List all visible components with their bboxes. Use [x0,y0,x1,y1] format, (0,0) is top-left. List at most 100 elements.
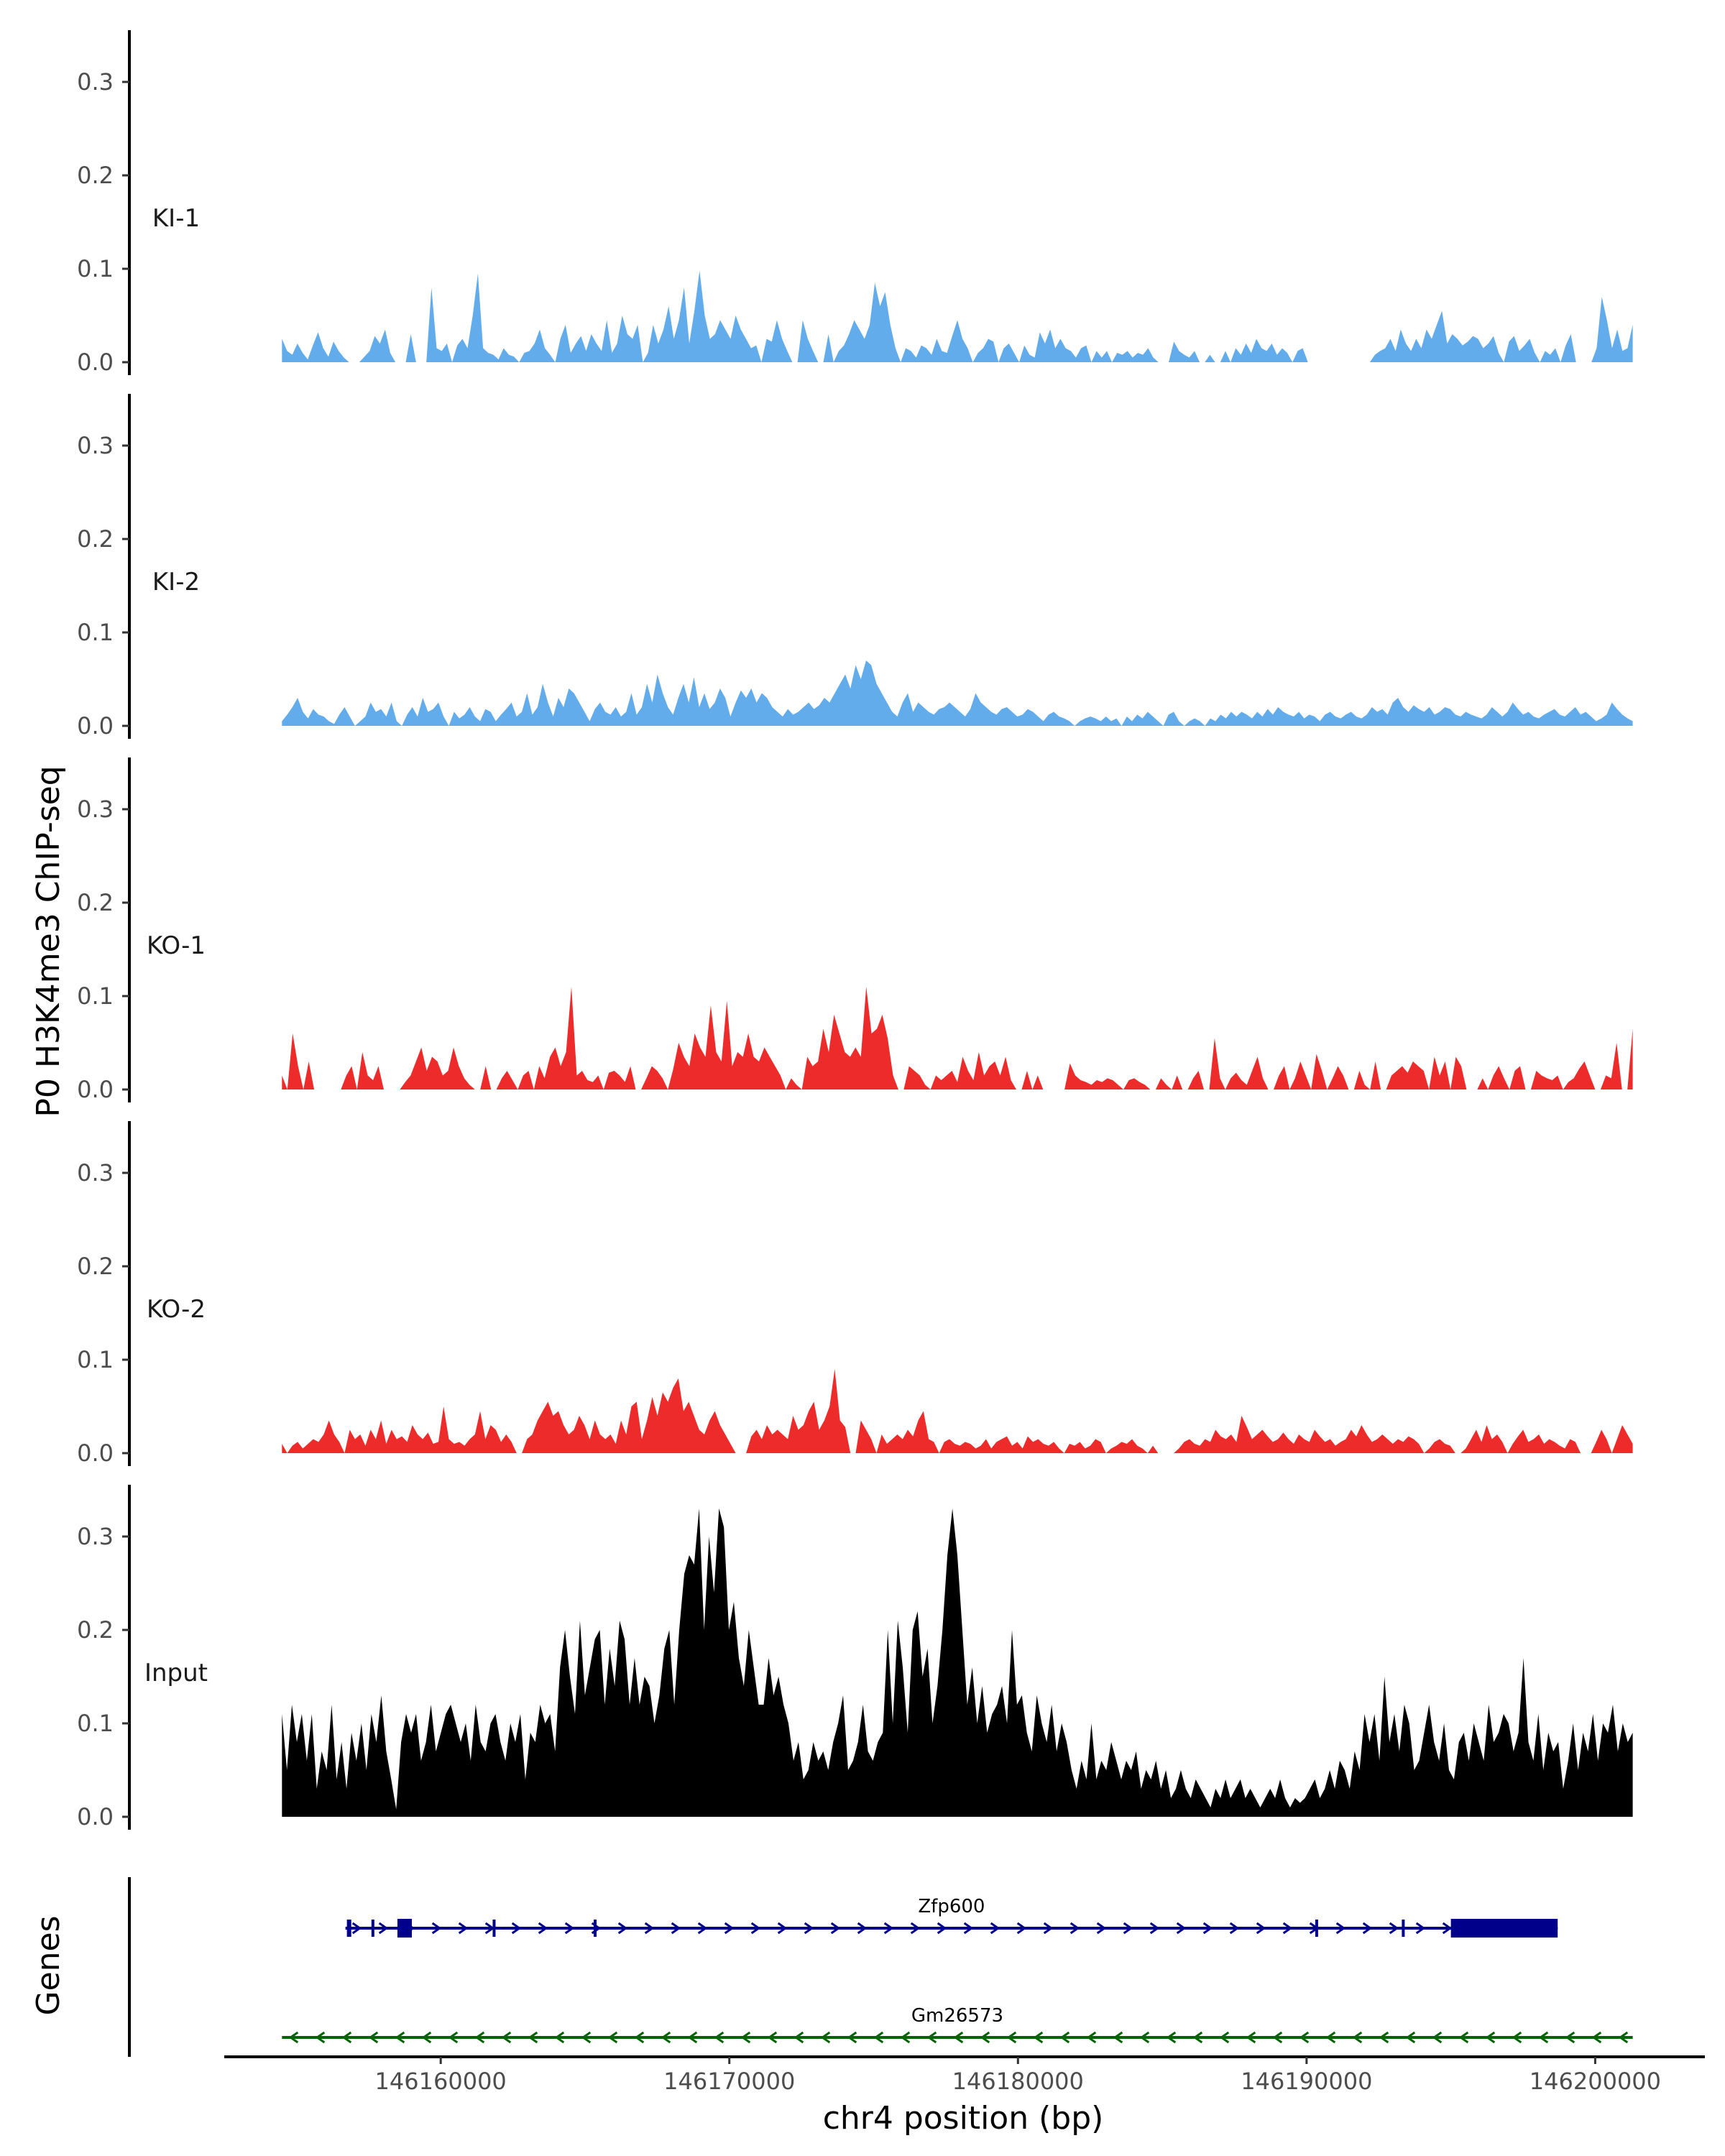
strand-arrow [1043,1922,1054,1935]
strand-arrow [564,1922,575,1935]
strand-arrow [1256,1922,1266,1935]
strand-arrow [1139,2031,1150,2044]
y-tick-label: 0.0 [77,712,114,740]
exon-coding [397,1919,413,1938]
y-tick-label: 0.2 [77,1616,114,1644]
strand-arrow [1352,2031,1363,2044]
strand-arrow [750,1922,761,1935]
y-tick-label: 0.0 [77,1803,114,1830]
strand-arrow [528,2031,538,2044]
strand-arrow [804,1922,814,1935]
strand-arrow [288,2031,299,2044]
exon-utr [593,1920,597,1937]
strand-arrow [1389,1922,1399,1935]
signal-area-ko-1 [282,987,1633,1089]
strand-arrow [777,1922,788,1935]
gene-label: Zfp600 [918,1896,985,1917]
y-tick-label: 0.2 [77,1253,114,1280]
y-tick-label: 0.3 [77,1523,114,1550]
genes-layer: Zfp600 Gm26573 [128,1877,1633,2057]
strand-arrow [474,2031,485,2044]
genes-axis-title: Genes [30,1915,67,2015]
strand-arrow [1335,1922,1346,1935]
strand-arrow [926,2031,937,2044]
strand-arrow [1618,2031,1629,2044]
x-axis-title: chr4 position (bp) [823,2100,1104,2137]
strand-arrow [1202,1922,1213,1935]
x-tick-label: 146190000 [1241,2068,1372,2095]
strand-arrow [1485,2031,1496,2044]
strand-arrow [501,2031,512,2044]
strand-arrow [644,1922,655,1935]
strand-arrow [767,2031,778,2044]
strand-arrow [341,2031,352,2044]
strand-arrow [900,2031,911,2044]
signal-area-ki-2 [282,660,1633,726]
track-ko-1: 0.0 0.1 0.2 0.3 KO-1 [77,757,1633,1103]
y-tick-label: 0.0 [77,349,114,376]
strand-arrow [740,2031,751,2044]
strand-arrow [1432,2031,1443,2044]
strand-arrow [1282,1922,1293,1935]
exon-utr [1402,1920,1405,1937]
strand-arrow [315,2031,326,2044]
track-label: KO-1 [147,931,206,960]
strand-arrow [395,2031,405,2044]
strand-arrow [431,1922,442,1935]
track-ko-2: 0.0 0.1 0.2 0.3 KO-2 [77,1121,1633,1467]
y-tick-label: 0.1 [77,1346,114,1373]
strand-arrow [1379,2031,1389,2044]
y-tick-label: 0.3 [77,1159,114,1187]
y-tick-label: 0.2 [77,889,114,916]
strand-arrow [458,1922,469,1935]
gene-label: Gm26573 [911,2005,1003,2027]
y-tick-label: 0.3 [77,68,114,96]
strand-arrow [1219,2031,1230,2044]
tracks-layer: 0.00.10.20.3KI-10.00.10.20.3KI-20.00.10.… [77,30,1633,1830]
strand-arrow [847,2031,857,2044]
strand-arrow [697,1922,708,1935]
x-tick-label: 146180000 [952,2068,1084,2095]
strand-arrow [554,2031,565,2044]
strand-arrow [1113,2031,1123,2044]
strand-arrow [1016,1922,1027,1935]
track-label: KI-1 [152,204,200,233]
strand-arrow [1458,2031,1469,2044]
strand-arrow [714,2031,724,2044]
strand-arrow [378,1922,389,1935]
y-tick-label: 0.2 [77,525,114,553]
strand-arrow [953,2031,964,2044]
gene-gm26573: Gm26573 [282,2005,1633,2044]
strand-arrow [1149,1922,1160,1935]
strand-arrow [1006,2031,1017,2044]
y-tick-label: 0.2 [77,162,114,189]
track-label: KI-2 [152,568,200,596]
strand-arrow [1192,2031,1203,2044]
x-tick-label: 146160000 [375,2068,507,2095]
x-axis: 146160000 146170000 146180000 146190000 1462… [224,2055,1705,2095]
strand-arrow [873,2031,884,2044]
signal-area-input [282,1508,1633,1817]
y-tick-label: 0.3 [77,796,114,823]
y-axis-title: P0 H3K4me3 ChIP-seq [30,765,67,1117]
strand-arrow [1565,2031,1576,2044]
gene-zfp600: Zfp600 [345,1896,1558,1938]
strand-arrow [617,1922,628,1935]
strand-arrow [857,1922,868,1935]
strand-arrow [1123,1922,1133,1935]
strand-arrow [1299,2031,1310,2044]
y-tick-label: 0.1 [77,982,114,1010]
signal-area-ki-1 [282,270,1633,362]
strand-arrow [1415,1922,1426,1935]
strand-arrow [1442,1922,1453,1935]
strand-arrow [910,1922,921,1935]
strand-arrow [724,1922,735,1935]
strand-arrow [1325,2031,1336,2044]
strand-arrow [990,1922,1000,1935]
strand-arrow [1176,1922,1187,1935]
strand-arrow [1166,2031,1177,2044]
x-tick-label: 146170000 [663,2068,795,2095]
strand-arrow [1405,2031,1416,2044]
exon-utr [492,1920,496,1937]
